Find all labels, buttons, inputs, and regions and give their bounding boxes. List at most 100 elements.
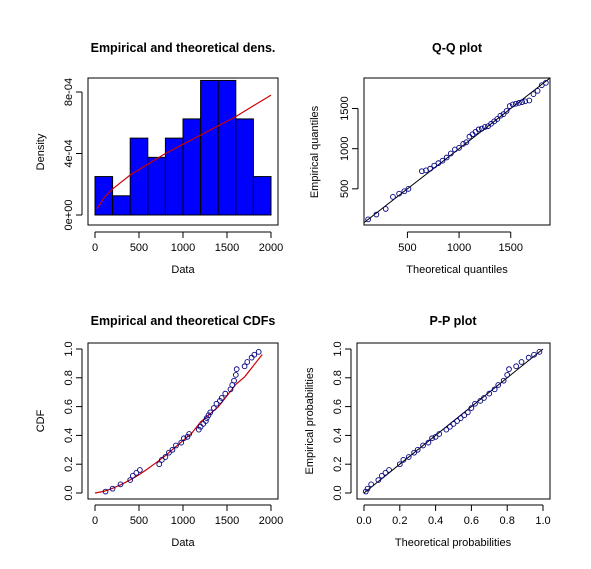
pp-x-tick-label: 0.4 — [428, 515, 443, 527]
cdf-point — [255, 349, 262, 355]
pp-point — [464, 409, 471, 416]
pp-point — [513, 363, 520, 370]
pp-point — [414, 446, 421, 453]
cdf-point — [117, 481, 124, 488]
qq-y-tick-label: 1500 — [339, 96, 351, 120]
histogram-bar — [129, 137, 149, 216]
qq-point — [456, 145, 462, 151]
pp-x-tick-label: 0.8 — [500, 515, 515, 527]
qq-point — [396, 190, 402, 197]
qq-point — [439, 157, 446, 164]
qq-point — [419, 168, 425, 175]
pp-x-tick-label: 0.2 — [392, 515, 407, 527]
cdf-y-tick-label: 0.0 — [63, 485, 75, 500]
cdf-point — [231, 377, 237, 384]
qq-x-tick-label: 500 — [398, 242, 416, 254]
pp-panel: P-P plot 0.0 0.2 0.4 0.6 0.8 1.0 0.0 0.2 0.4 0.6… — [304, 314, 551, 549]
cdf-points — [102, 349, 262, 495]
histogram-bar — [182, 118, 202, 216]
pp-point — [429, 435, 435, 442]
pp-x-tick-label: 1.0 — [535, 515, 550, 527]
density-xlabel: Data — [171, 264, 195, 276]
density-x-tick-label: 0 — [92, 242, 98, 254]
cdf-x-tick-label: 2000 — [259, 515, 283, 527]
pp-point — [362, 488, 369, 495]
qq-point — [431, 162, 438, 169]
cdf-plot-box — [87, 342, 279, 500]
qq-point — [534, 88, 541, 94]
pp-point — [500, 377, 507, 384]
cdf-xlabel: Data — [171, 537, 195, 549]
cdf-point — [203, 415, 210, 421]
cdf-x-tick-label: 0 — [92, 515, 98, 527]
cdf-point — [186, 431, 193, 437]
pp-y-tick-label: 1.0 — [332, 341, 344, 356]
qq-point — [538, 82, 545, 89]
qq-point — [482, 124, 488, 130]
qq-y-tick-label: 1000 — [339, 136, 351, 160]
cdf-ylabel: CDF — [35, 409, 47, 432]
pp-point — [432, 433, 439, 440]
qq-point — [506, 103, 513, 109]
qq-x-tick-label: 1500 — [498, 242, 522, 254]
histogram-bar — [252, 176, 272, 216]
cdf-point — [222, 390, 229, 397]
qq-reference-line — [364, 78, 550, 224]
cdf-point — [203, 418, 209, 424]
pp-point — [525, 354, 532, 361]
qq-point — [463, 139, 470, 146]
qq-y-tick-label: 500 — [339, 180, 351, 198]
cdf-point — [133, 469, 140, 476]
pp-point — [411, 449, 417, 456]
qq-point — [405, 186, 412, 192]
pp-y-tick-label: 0.0 — [332, 485, 344, 500]
pp-point — [518, 359, 525, 365]
cdf-y-tick-label: 0.6 — [63, 399, 75, 414]
qq-point — [500, 111, 507, 117]
density-x-tick-label: 1000 — [171, 242, 195, 254]
pp-point — [468, 405, 475, 411]
pp-point — [461, 412, 468, 419]
qq-y-axis: 500 1000 1500 — [339, 96, 359, 198]
qq-xlabel: Theoretical quantiles — [406, 264, 508, 276]
pp-point — [447, 423, 453, 430]
pp-point — [375, 477, 382, 483]
qq-point — [519, 99, 525, 105]
histogram-bar — [94, 176, 114, 216]
pp-reference-line — [363, 348, 544, 494]
pp-point — [472, 400, 478, 407]
qq-point — [497, 112, 504, 119]
histogram-bar — [164, 137, 184, 216]
pp-x-tick-label: 0.0 — [356, 515, 371, 527]
cdf-y-tick-label: 1.0 — [63, 341, 75, 356]
cdf-y-tick-label: 0.8 — [63, 370, 75, 385]
cdf-point — [200, 421, 207, 427]
density-theoretical-curve — [96, 94, 272, 210]
qq-point — [516, 100, 522, 106]
pp-point — [450, 421, 457, 427]
qq-point — [526, 97, 533, 104]
qq-point — [390, 194, 396, 200]
cdf-point — [251, 351, 258, 358]
cdf-point — [218, 395, 225, 401]
qq-ylabel: Empirical quantiles — [309, 105, 321, 198]
qq-point — [373, 211, 380, 218]
pp-point — [504, 372, 511, 378]
density-panel: Empirical and theoretical dens. 0 500 1000… — [35, 41, 283, 276]
cdf-point — [205, 412, 212, 419]
qq-point — [401, 188, 408, 195]
cdf-point — [159, 457, 165, 463]
qq-point — [543, 79, 549, 86]
density-y-tick-label: 8e-04 — [63, 78, 75, 106]
pp-plot-box — [356, 342, 551, 500]
pp-point — [386, 467, 392, 473]
qq-point — [460, 141, 467, 147]
histogram-bar — [112, 195, 131, 216]
histogram-bar — [217, 79, 237, 216]
pp-point — [396, 461, 403, 468]
cdf-point — [137, 467, 143, 473]
pp-point — [506, 366, 512, 373]
cdf-point — [213, 400, 220, 407]
pp-y-axis: 0.0 0.2 0.4 0.6 0.8 1.0 — [332, 341, 352, 501]
qq-point — [382, 206, 389, 212]
